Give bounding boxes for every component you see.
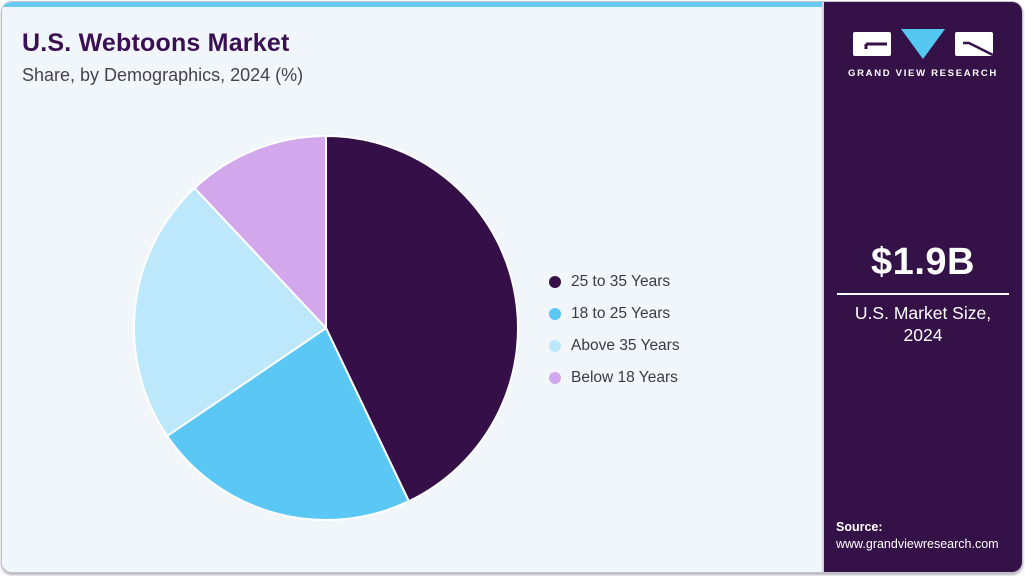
pie-chart xyxy=(131,133,521,523)
gvr-logo: GRAND VIEW RESEARCH xyxy=(824,29,1022,79)
logo-r-block-icon xyxy=(955,32,993,56)
pie-chart-svg xyxy=(133,135,519,521)
source-label: Source: xyxy=(836,520,883,535)
legend-swatch-icon xyxy=(549,308,561,320)
logo-g-block-icon xyxy=(853,32,891,56)
pie-slice-3 xyxy=(133,187,327,437)
market-size-caption-line1: U.S. Market Size, xyxy=(854,303,992,323)
market-size-caption: U.S. Market Size, 2024 xyxy=(824,303,1022,347)
source-url: www.grandviewresearch.com xyxy=(836,537,999,552)
market-size-value: $1.9B xyxy=(871,241,975,283)
pie-slice-4 xyxy=(193,135,327,329)
legend-label: Below 18 Years xyxy=(571,369,678,386)
legend-item: Above 35 Years xyxy=(549,336,680,356)
pie-slice-2 xyxy=(166,327,410,521)
legend-label: 18 to 25 Years xyxy=(571,305,671,322)
legend: 25 to 35 Years 18 to 25 Years Above 35 Y… xyxy=(549,272,680,388)
gvr-logo-icon xyxy=(853,29,993,59)
legend-label: Above 35 Years xyxy=(571,337,680,354)
page-title: U.S. Webtoons Market xyxy=(22,29,290,57)
page-subtitle: Share, by Demographics, 2024 (%) xyxy=(22,65,304,85)
legend-swatch-icon xyxy=(549,340,561,352)
market-size-caption-line2: 2024 xyxy=(903,324,943,345)
divider xyxy=(837,293,1009,295)
brand-sidebar: GRAND VIEW RESEARCH $1.9B U.S. Market Si… xyxy=(822,2,1022,572)
market-size-block: $1.9B U.S. Market Size, 2024 xyxy=(824,241,1022,347)
legend-item: 25 to 35 Years xyxy=(549,272,680,292)
legend-swatch-icon xyxy=(549,276,561,288)
legend-item: 18 to 25 Years xyxy=(549,304,680,324)
brand-name: GRAND VIEW RESEARCH xyxy=(847,68,998,79)
logo-v-triangle-icon xyxy=(901,29,945,59)
legend-item: Below 18 Years xyxy=(549,368,680,388)
legend-label: 25 to 35 Years xyxy=(571,273,671,290)
legend-swatch-icon xyxy=(549,372,561,384)
pie-slice-1 xyxy=(325,135,519,503)
accent-top-bar xyxy=(2,2,822,7)
chart-header: U.S. Webtoons Market Share, by Demograph… xyxy=(22,29,303,86)
source-block: Source: www.grandviewresearch.com xyxy=(836,519,999,553)
chart-panel: U.S. Webtoons Market Share, by Demograph… xyxy=(2,2,822,572)
